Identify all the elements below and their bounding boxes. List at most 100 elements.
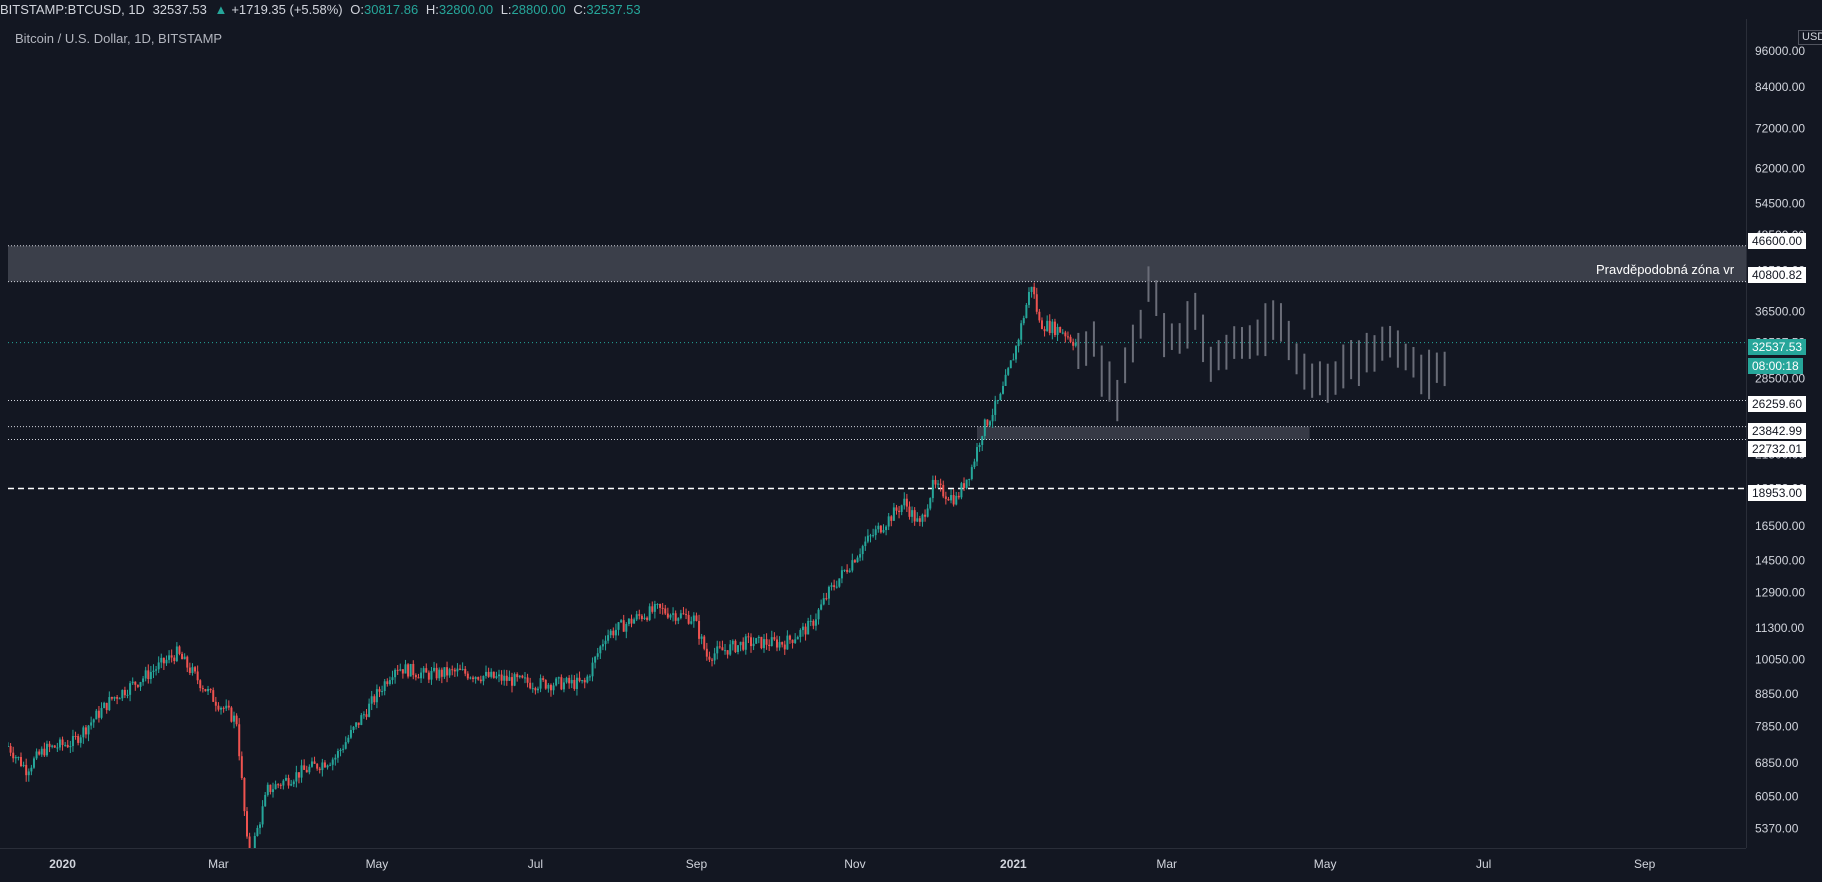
zone-label: Pravděpodobná zóna vr bbox=[1596, 262, 1735, 277]
candle-body bbox=[142, 678, 145, 683]
candle-body bbox=[521, 675, 524, 678]
candle-body bbox=[786, 635, 789, 650]
candle-body bbox=[316, 763, 319, 769]
candle-body bbox=[555, 678, 558, 686]
candle-body bbox=[757, 636, 760, 639]
candle-body bbox=[464, 668, 467, 674]
candle-body bbox=[230, 707, 233, 722]
candle-body bbox=[937, 483, 940, 485]
candle-body bbox=[887, 516, 890, 527]
candle-body bbox=[783, 644, 786, 650]
candle-body bbox=[331, 759, 334, 765]
candle-body bbox=[56, 747, 59, 749]
candle-body bbox=[648, 606, 651, 620]
candle-body bbox=[627, 618, 630, 625]
candle-body bbox=[152, 670, 155, 673]
candle-body bbox=[295, 772, 298, 782]
candle-body bbox=[994, 400, 997, 415]
candle-body bbox=[383, 681, 386, 692]
candle-body bbox=[625, 624, 628, 632]
zone-rect bbox=[8, 245, 1746, 282]
candle-body bbox=[19, 757, 22, 767]
candle-body bbox=[892, 507, 895, 521]
low-label: L: bbox=[500, 2, 512, 17]
candle-body bbox=[672, 613, 675, 615]
price-tick-label: 36500.00 bbox=[1755, 305, 1805, 319]
candle-body bbox=[900, 505, 903, 512]
candle-body bbox=[591, 662, 594, 677]
candle-body bbox=[407, 664, 410, 677]
candle-body bbox=[308, 766, 311, 773]
candle-body bbox=[750, 637, 753, 647]
candle-body bbox=[552, 685, 555, 691]
candle-body bbox=[965, 479, 968, 489]
candle-body bbox=[9, 746, 12, 753]
time-axis[interactable]: 2020 Mar May Jul Sep Nov 2021 Mar May Jul Sep bbox=[0, 848, 1746, 877]
candle-body bbox=[794, 639, 797, 643]
candle-body bbox=[381, 691, 384, 693]
high-value: 32800.00 bbox=[438, 2, 494, 17]
candle-body bbox=[825, 598, 828, 600]
candle-body bbox=[1035, 294, 1038, 312]
candle-body bbox=[225, 705, 228, 709]
candle-body bbox=[82, 727, 85, 738]
candle-body bbox=[173, 657, 176, 662]
candle-body bbox=[859, 554, 862, 558]
price-change: +1719.35 (+5.58%) bbox=[231, 2, 343, 17]
high-label: H: bbox=[425, 2, 439, 17]
candle-body bbox=[388, 680, 391, 685]
candle-body bbox=[472, 677, 475, 679]
candle-body bbox=[466, 673, 469, 679]
candle-body bbox=[373, 696, 376, 703]
candle-body bbox=[581, 680, 584, 682]
candle-body bbox=[866, 535, 869, 542]
price-chart[interactable] bbox=[8, 19, 1746, 848]
currency-badge[interactable]: USD bbox=[1798, 30, 1822, 45]
symbol-label[interactable]: BITSTAMP:BTCUSD, 1D bbox=[0, 2, 145, 17]
candle-body bbox=[30, 767, 33, 772]
candle-body bbox=[375, 689, 378, 703]
candle-body bbox=[360, 715, 363, 725]
candle-body bbox=[212, 690, 215, 702]
candle-body bbox=[105, 702, 108, 711]
candle-body bbox=[698, 620, 701, 639]
candle-body bbox=[1064, 332, 1067, 337]
candle-body bbox=[474, 677, 477, 679]
candle-body bbox=[71, 735, 74, 747]
candle-body bbox=[443, 667, 446, 677]
candle-body bbox=[51, 745, 54, 747]
candle-body bbox=[495, 676, 498, 678]
candle-body bbox=[1046, 320, 1049, 332]
candle-body bbox=[638, 614, 641, 616]
candle-body bbox=[898, 510, 901, 512]
candle-body bbox=[604, 640, 607, 645]
candle-body bbox=[235, 715, 238, 725]
candle-body bbox=[549, 684, 552, 691]
candle-body bbox=[391, 677, 394, 681]
candle-body bbox=[768, 644, 771, 646]
chart-pane[interactable] bbox=[8, 19, 1746, 848]
candle-body bbox=[877, 525, 880, 530]
candle-body bbox=[1017, 339, 1020, 347]
candle-body bbox=[318, 768, 321, 771]
candle-body bbox=[220, 707, 223, 710]
candle-body bbox=[513, 674, 516, 686]
candle-body bbox=[879, 525, 882, 533]
candle-body bbox=[895, 507, 898, 511]
candle-body bbox=[25, 764, 28, 776]
candle-body bbox=[1009, 360, 1012, 369]
candle-body bbox=[1030, 286, 1033, 292]
time-tick-label: Mar bbox=[208, 857, 229, 871]
series-title: Bitcoin / U.S. Dollar, 1D, BITSTAMP bbox=[15, 31, 223, 46]
candle-body bbox=[66, 744, 69, 748]
price-tick-label: 96000.00 bbox=[1755, 44, 1805, 58]
candle-body bbox=[846, 569, 849, 572]
candle-body bbox=[682, 613, 685, 615]
candle-body bbox=[700, 636, 703, 639]
candle-body bbox=[344, 742, 347, 749]
candle-body bbox=[963, 483, 966, 489]
candle-body bbox=[840, 570, 843, 579]
price-tick-label: 84000.00 bbox=[1755, 80, 1805, 94]
candle-body bbox=[427, 672, 430, 680]
candle-body bbox=[64, 744, 67, 746]
